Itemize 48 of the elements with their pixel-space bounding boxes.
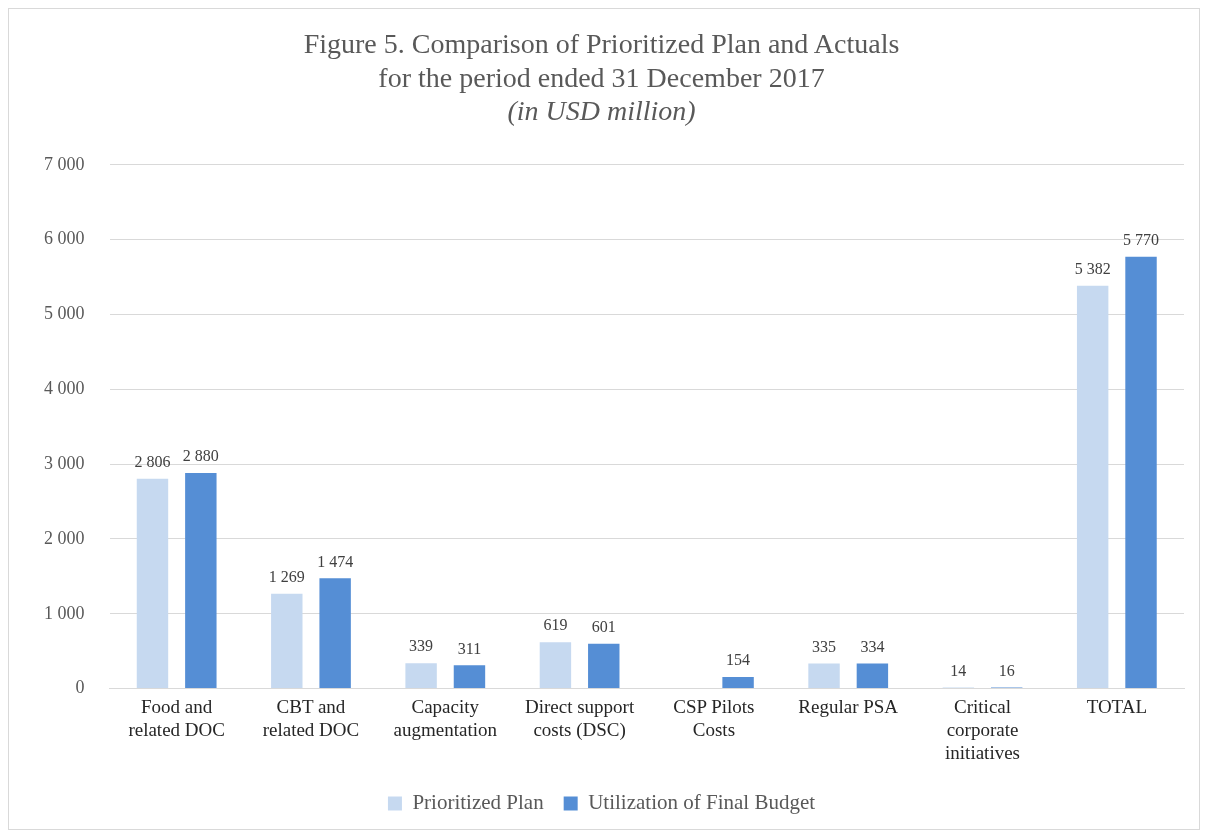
- y-tick-label: 6 000: [44, 228, 85, 249]
- x-tick-label: Regular PSA: [798, 695, 899, 717]
- data-label: 1 474: [317, 552, 354, 570]
- bar: [185, 473, 217, 689]
- y-tick-label: 7 000: [44, 153, 85, 174]
- bar: [453, 665, 486, 689]
- bar: [1076, 285, 1109, 689]
- data-label: 2 806: [134, 452, 171, 470]
- data-label: 334: [860, 637, 885, 655]
- bar: [856, 663, 889, 689]
- data-label: 5 382: [1074, 260, 1111, 278]
- bar: [319, 578, 351, 689]
- bar: [808, 663, 840, 689]
- bar: [588, 643, 620, 689]
- data-label: 5 770: [1123, 231, 1160, 249]
- bar: [722, 677, 754, 689]
- bar: [136, 478, 169, 689]
- y-tick-label: 0: [75, 677, 85, 698]
- x-tick-label: Food and related DOC: [128, 695, 225, 740]
- x-tick-label: Capacity augmentation: [393, 695, 498, 740]
- data-label: 154: [726, 651, 751, 669]
- data-label: 16: [998, 661, 1015, 679]
- bar: [405, 663, 437, 689]
- x-tick-label: CSP Pilots Costs: [673, 695, 755, 740]
- data-label: 339: [409, 637, 434, 655]
- data-label: 311: [457, 639, 482, 657]
- x-tick-label: TOTAL: [1086, 695, 1148, 717]
- x-tick-label: CBT and related DOC: [262, 695, 360, 740]
- chart-subtitle: (in USD million): [507, 95, 696, 127]
- data-label: 1 269: [268, 567, 305, 585]
- data-label: 601: [591, 617, 616, 635]
- data-label: 14: [950, 661, 967, 679]
- y-tick-label: 4 000: [44, 378, 85, 399]
- x-tick-label: Critical corporate initiatives: [945, 695, 1020, 763]
- y-tick-label: 1 000: [44, 602, 85, 623]
- data-label: 2 880: [182, 447, 219, 465]
- chart-title: Figure 5. Comparison of Prioritized Plan and Actuals for the period ended 31 December 2017: [303, 28, 900, 93]
- y-tick-label: 5 000: [44, 303, 85, 324]
- data-label: 335: [812, 637, 837, 655]
- data-label: 619: [543, 616, 568, 634]
- legend-label: Utilization of Final Budget: [588, 790, 816, 815]
- x-tick-label: Direct support costs (DSC): [524, 695, 635, 741]
- bar: [271, 593, 303, 689]
- y-tick-label: 2 000: [44, 527, 85, 548]
- bar: [539, 642, 572, 689]
- bar: [1125, 256, 1157, 689]
- legend-label: Prioritized Plan: [412, 790, 545, 815]
- y-tick-label: 3 000: [44, 452, 85, 473]
